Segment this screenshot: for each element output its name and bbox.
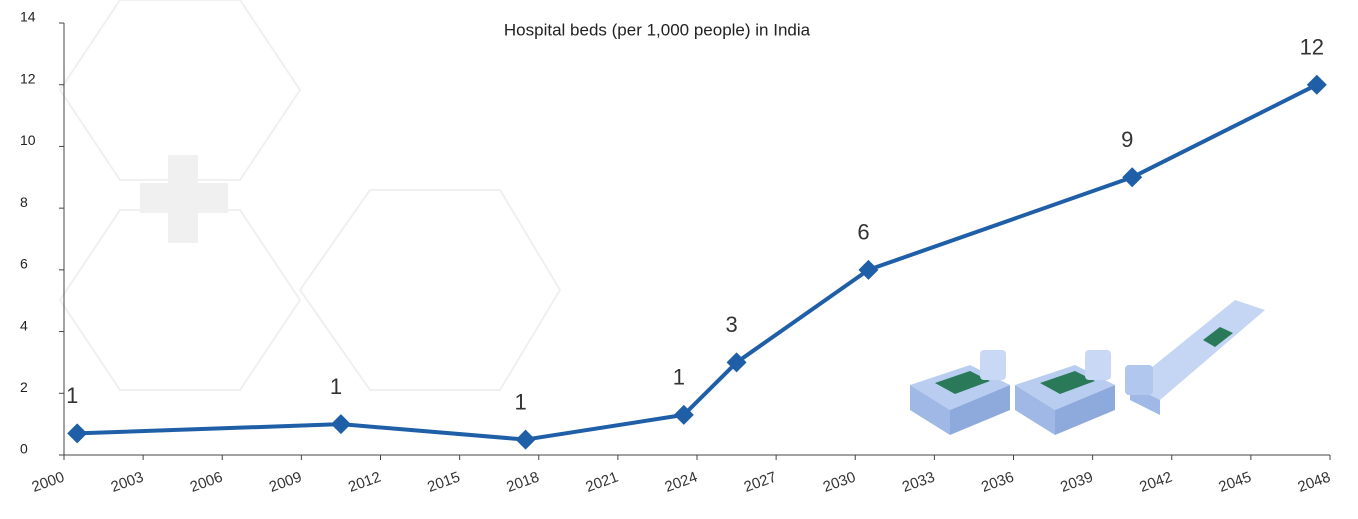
value-label: 6 [857, 220, 869, 245]
value-label: 1 [514, 389, 526, 414]
y-tick-label: 2 [20, 379, 28, 395]
y-tick-label: 12 [20, 70, 36, 86]
background-decor [60, 0, 560, 390]
data-marker [1122, 167, 1142, 187]
y-tick-label: 0 [20, 441, 28, 457]
x-tick-label: 2024 [663, 469, 700, 496]
x-tick-label: 2033 [900, 469, 937, 496]
x-tick-label: 2003 [109, 469, 146, 496]
x-tick-label: 2021 [583, 469, 620, 496]
data-marker [1307, 75, 1327, 95]
value-label: 1 [66, 383, 78, 408]
value-label: 12 [1300, 35, 1324, 60]
bed-illustrations [910, 300, 1265, 435]
x-tick-label: 2030 [821, 469, 858, 496]
chart-title: Hospital beds (per 1,000 people) in Indi… [504, 20, 811, 39]
value-label: 1 [673, 365, 685, 390]
chart: Hospital beds (per 1,000 people) in Indi… [0, 0, 1358, 519]
x-tick-label: 2042 [1137, 469, 1174, 496]
x-tick-label: 2006 [188, 469, 225, 496]
value-label: 1 [330, 374, 342, 399]
y-tick-label: 6 [20, 256, 28, 272]
data-marker [516, 430, 536, 450]
y-tick-label: 10 [20, 132, 36, 148]
value-label: 3 [725, 312, 737, 337]
x-tick-label: 2027 [742, 469, 779, 496]
value-label: 9 [1121, 127, 1133, 152]
x-tick-label: 2045 [1216, 469, 1253, 496]
y-tick-label: 4 [20, 317, 28, 333]
x-tick-label: 2036 [979, 469, 1016, 496]
page: Hospital beds (per 1,000 people) in Indi… [0, 0, 1358, 519]
data-marker [67, 423, 87, 443]
x-tick-label: 2015 [425, 469, 462, 496]
x-tick-label: 2039 [1058, 469, 1095, 496]
x-tick-label: 2048 [1296, 469, 1333, 496]
x-tick-label: 2000 [30, 469, 67, 496]
y-tick-label: 8 [20, 194, 28, 210]
x-tick-label: 2009 [267, 469, 304, 496]
y-tick-label: 14 [20, 9, 36, 25]
x-tick-label: 2018 [504, 469, 541, 496]
data-marker [331, 414, 351, 434]
x-tick-label: 2012 [346, 469, 383, 496]
